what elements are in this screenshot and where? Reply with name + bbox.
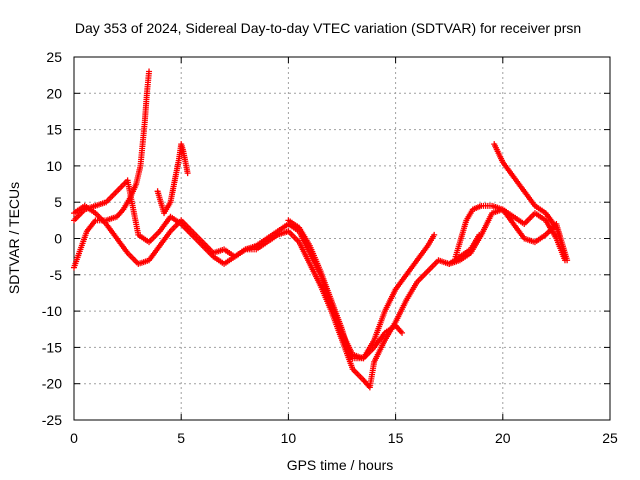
x-tick-label: 0: [70, 430, 78, 446]
y-tick-label: -25: [42, 412, 62, 428]
series-track-f: [452, 202, 568, 264]
x-tick-label: 10: [281, 430, 297, 446]
x-tick-label: 5: [177, 430, 185, 446]
y-tick-label: -15: [42, 339, 62, 355]
x-tick-label: 15: [388, 430, 404, 446]
y-tick-label: 20: [46, 85, 62, 101]
chart-title: Day 353 of 2024, Sidereal Day-to-day VTE…: [75, 20, 581, 36]
x-tick-label: 20: [495, 430, 511, 446]
data-point: [399, 329, 406, 336]
data-point: [476, 231, 483, 238]
y-tick-label: 25: [46, 49, 62, 65]
y-tick-label: 10: [46, 158, 62, 174]
x-tick-label: 25: [602, 430, 618, 446]
series-track-c: [71, 68, 153, 271]
y-tick-label: 0: [54, 231, 62, 247]
y-tick-label: -10: [42, 303, 62, 319]
y-tick-label: -5: [50, 267, 63, 283]
data-point: [184, 170, 191, 177]
data-point: [146, 68, 153, 75]
y-tick-label: 5: [54, 194, 62, 210]
x-axis-label: GPS time / hours: [287, 457, 394, 473]
series-track-g: [491, 141, 568, 260]
series-track-e: [285, 217, 406, 362]
points-layer: [71, 68, 571, 391]
series-track-d: [154, 141, 191, 217]
data-point: [431, 231, 438, 238]
y-tick-label: 15: [46, 122, 62, 138]
y-axis-label: SDTVAR / TECUs: [6, 182, 22, 294]
y-tick-label: -20: [42, 376, 62, 392]
ticks-layer: 0 5 10 15 20 25 -25 -20 -15 -10 -5 0 5 10 15 20 25: [42, 49, 618, 446]
data-point: [561, 253, 568, 260]
grid-layer: [74, 57, 610, 420]
series-track-h: [446, 231, 483, 267]
